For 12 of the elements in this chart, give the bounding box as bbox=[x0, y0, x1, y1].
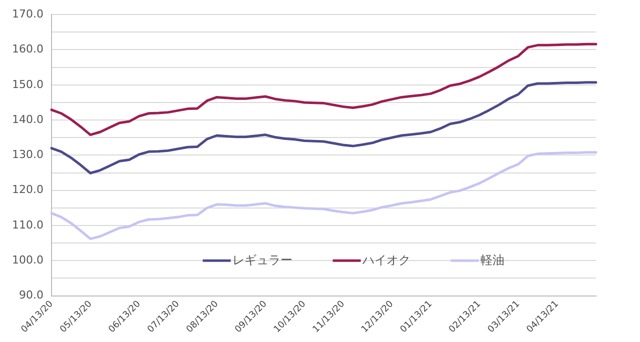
y-tick-label: 130.0 bbox=[12, 148, 44, 162]
legend-label: 軽油 bbox=[480, 252, 505, 267]
legend-label: ハイオク bbox=[362, 252, 411, 267]
y-tick-label: 110.0 bbox=[12, 218, 44, 232]
y-tick-label: 150.0 bbox=[12, 78, 44, 91]
y-tick-label: 170.0 bbox=[12, 7, 44, 20]
y-tick-label: 100.0 bbox=[12, 253, 44, 266]
y-tick-label: 90.0 bbox=[18, 288, 44, 302]
legend-label: レギュラー bbox=[232, 252, 293, 267]
y-tick-label: 160.0 bbox=[12, 42, 44, 56]
y-tick-label: 140.0 bbox=[12, 112, 44, 126]
y-tick-label: 120.0 bbox=[12, 183, 44, 196]
